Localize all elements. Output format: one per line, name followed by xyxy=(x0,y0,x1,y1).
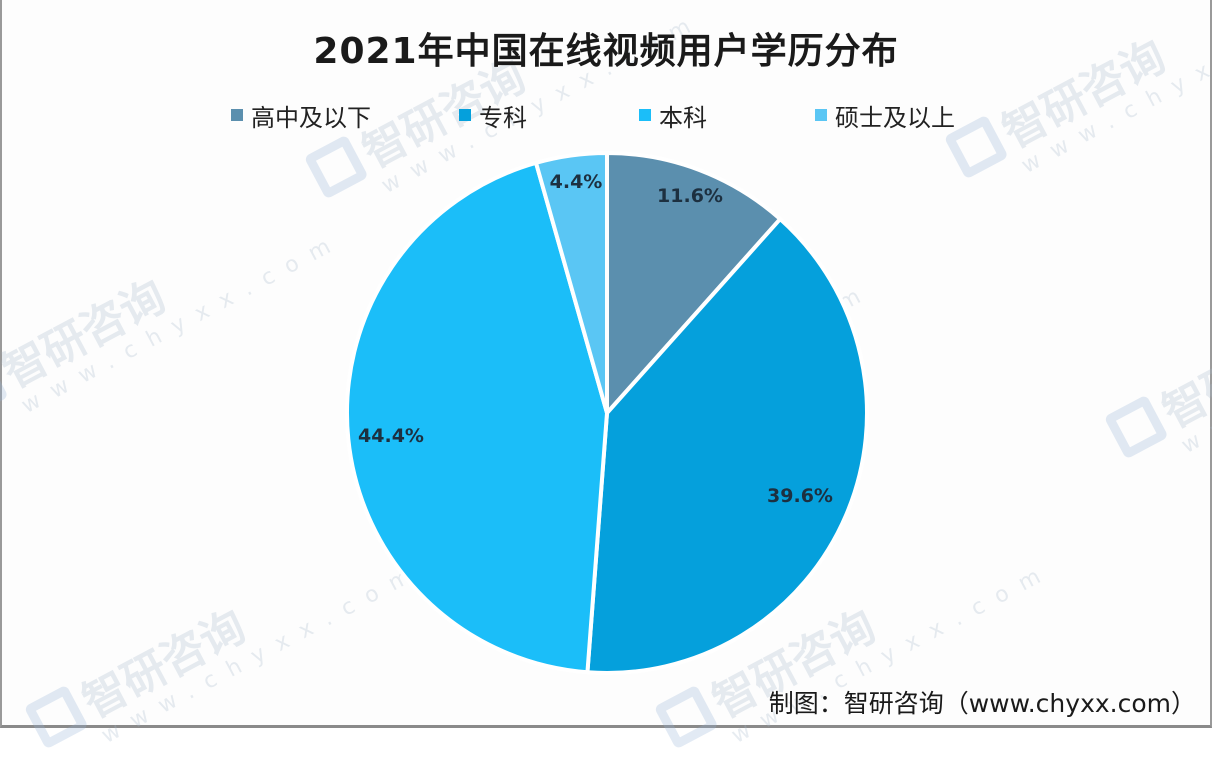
legend-label: 专科 xyxy=(479,103,527,132)
pie-slice-junior-college xyxy=(585,217,869,675)
legend-label: 高中及以下 xyxy=(251,103,371,132)
pie-slice-bachelor xyxy=(344,160,609,675)
legend-label: 本科 xyxy=(659,103,707,132)
source-note: 制图：智研咨询（www.chyxx.com） xyxy=(768,689,1196,718)
slice-label-master-above: 4.4% xyxy=(549,171,603,193)
legend-item-master-above: 硕士及以上 xyxy=(815,98,955,133)
legend-swatch xyxy=(639,109,651,121)
chart-legend: 高中及以下 专科 本科 硕士及以上 xyxy=(231,98,955,133)
legend-swatch xyxy=(815,109,827,121)
pie-slice-high-school xyxy=(605,151,783,415)
legend-swatch xyxy=(459,109,471,121)
pie-chart xyxy=(344,151,869,675)
legend-swatch xyxy=(231,109,243,121)
slice-label-bachelor: 44.4% xyxy=(358,425,424,447)
legend-item-high-school: 高中及以下 xyxy=(231,98,371,133)
legend-item-bachelor: 本科 xyxy=(639,98,707,133)
legend-label: 硕士及以上 xyxy=(835,103,955,132)
slice-label-high-school: 11.6% xyxy=(657,185,723,207)
legend-item-junior-college: 专科 xyxy=(459,98,527,133)
pie-slice-master-above xyxy=(534,151,609,415)
chart-title: 2021年中国在线视频用户学历分布 xyxy=(313,31,899,72)
slice-label-junior-college: 39.6% xyxy=(767,485,833,507)
